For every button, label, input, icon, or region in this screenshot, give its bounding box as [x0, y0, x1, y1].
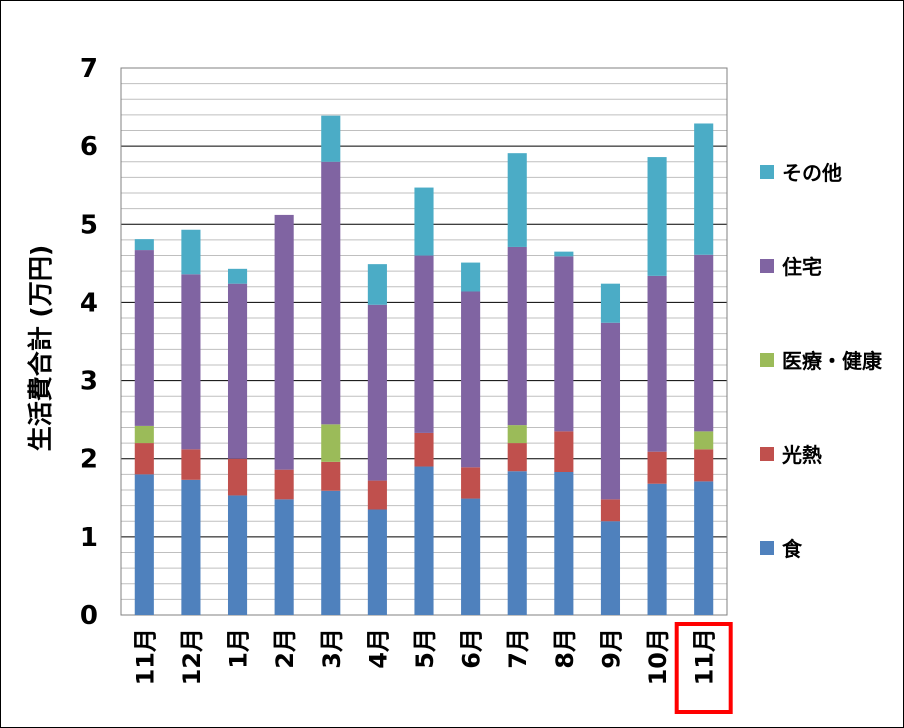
- bar-segment: [134, 250, 154, 426]
- bar-segment: [600, 283, 621, 323]
- bar-segment: [181, 449, 201, 480]
- bar-segment: [647, 483, 667, 615]
- x-tick-label: 11月: [131, 628, 159, 685]
- bar-segment: [227, 268, 248, 284]
- bar-segment: [367, 480, 387, 510]
- bars: [134, 115, 714, 615]
- bar-segment: [600, 499, 621, 522]
- x-tick-label: 8月: [551, 628, 579, 669]
- legend-swatch: [760, 353, 774, 367]
- bar-segment: [647, 451, 667, 484]
- bar-segment: [227, 458, 248, 496]
- y-tick-label: 6: [80, 132, 98, 162]
- bar-segment: [461, 262, 481, 292]
- bar-segment: [461, 498, 481, 615]
- bar-segment: [554, 256, 574, 432]
- bar-segment: [321, 461, 341, 491]
- x-tick-label: 12月: [178, 628, 206, 685]
- legend-swatch: [760, 447, 774, 461]
- y-tick-label: 3: [80, 367, 98, 397]
- bar-segment: [227, 495, 248, 615]
- bar-segment: [507, 153, 527, 247]
- bar-segment: [367, 509, 387, 615]
- bar-segment: [694, 481, 714, 615]
- bar-segment: [414, 255, 434, 433]
- bar-segment: [507, 425, 527, 444]
- legend-label: 光熱: [781, 443, 822, 467]
- bar-segment: [554, 251, 574, 257]
- legend-label: 住宅: [782, 255, 822, 279]
- bar-segment: [181, 229, 201, 275]
- bar-segment: [134, 474, 154, 615]
- bar-segment: [321, 424, 341, 462]
- x-tick-label: 1月: [225, 628, 253, 669]
- legend-label: その他: [782, 161, 842, 185]
- x-axis-ticks: 11月 12月 1月 2月 3月 4月 5月 6月 7月 8月 9月 10月 11月: [131, 628, 718, 685]
- x-tick-label: 11月: [691, 628, 719, 685]
- y-tick-label: 2: [80, 445, 98, 475]
- bar-segment: [227, 283, 248, 459]
- legend-swatch: [760, 259, 774, 273]
- highlight-layer: [674, 622, 733, 714]
- bar-segment: [461, 291, 481, 468]
- bar-segment: [274, 214, 294, 470]
- y-axis-ticks: 0 1 2 3 4 5 6 7: [80, 54, 98, 631]
- legend-swatch: [760, 541, 774, 555]
- x-tick-label: 2月: [271, 628, 299, 669]
- legend-label: 医療・健康: [782, 349, 883, 373]
- bar-segment: [507, 246, 527, 426]
- bar-segment: [414, 187, 434, 256]
- bar-segment: [554, 431, 574, 472]
- x-tick-label: 9月: [597, 628, 625, 669]
- y-tick-label: 7: [80, 54, 98, 84]
- bar-segment: [600, 322, 621, 500]
- bar-segment: [367, 304, 387, 481]
- y-axis-label: 生活費合計 (万円): [26, 245, 55, 452]
- bar-segment: [694, 449, 714, 482]
- bar-segment: [507, 471, 527, 615]
- bar-segment: [647, 157, 667, 276]
- bar-segment: [134, 239, 154, 251]
- y-tick-label: 1: [80, 523, 98, 553]
- y-tick-label: 4: [80, 288, 98, 318]
- x-tick-label: 5月: [411, 628, 439, 669]
- x-tick-label: 6月: [458, 628, 486, 669]
- highlight-box: [674, 622, 733, 714]
- bar-segment: [507, 443, 527, 472]
- bar-segment: [274, 469, 294, 500]
- x-tick-label: 7月: [504, 628, 532, 669]
- legend-label: 食: [782, 537, 803, 561]
- x-tick-label: 3月: [318, 628, 346, 669]
- bar-segment: [321, 161, 341, 425]
- y-tick-label: 0: [80, 601, 98, 631]
- x-tick-label: 10月: [644, 628, 672, 685]
- bar-segment: [600, 521, 621, 615]
- bar-segment: [181, 274, 201, 450]
- bar-segment: [321, 115, 341, 162]
- y-tick-label: 5: [80, 210, 98, 240]
- bar-segment: [414, 466, 434, 615]
- bar-segment: [647, 275, 667, 452]
- bar-segment: [694, 431, 714, 450]
- bar-segment: [461, 467, 481, 499]
- legend-swatch: [760, 165, 774, 179]
- bar-segment: [321, 490, 341, 615]
- bar-segment: [414, 432, 434, 467]
- x-tick-label: 4月: [364, 628, 392, 669]
- bar-segment: [274, 499, 294, 615]
- bar-segment: [694, 254, 714, 432]
- bar-segment: [554, 471, 574, 615]
- bar-segment: [181, 479, 201, 615]
- bar-segment: [367, 264, 387, 305]
- bar-segment: [134, 425, 154, 444]
- bar-segment: [134, 443, 154, 475]
- bar-segment: [694, 123, 714, 255]
